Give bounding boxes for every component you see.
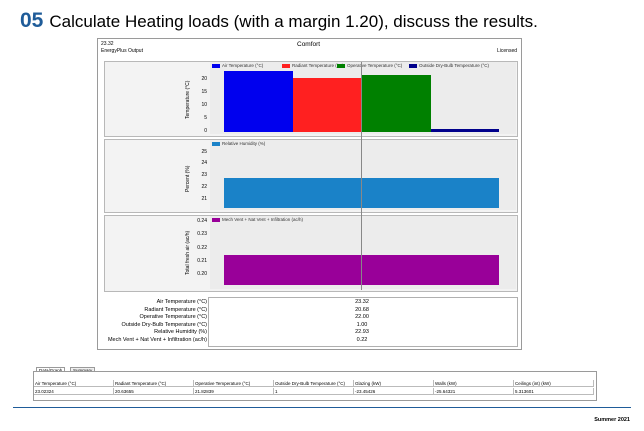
summary-label-ventilation: Mech Vent + Nat Vent + Infiltration (ac/… bbox=[107, 336, 207, 343]
summary-value-air: 23.32 bbox=[355, 299, 369, 305]
footer-text: Summer 2021 bbox=[594, 417, 630, 423]
temperature-axis-label: Temperature (°C) bbox=[185, 80, 191, 119]
hum-tick-22: 22 bbox=[201, 184, 207, 190]
hum-tick-21: 21 bbox=[201, 196, 207, 202]
summary-label-radiant: Radiant Temperature (°C) bbox=[144, 306, 207, 313]
table-header-radiant[interactable]: Radiant Temperature (°C) bbox=[114, 380, 194, 387]
bar-radiant-temperature bbox=[293, 78, 362, 132]
bar-outside-temperature bbox=[431, 129, 499, 132]
hum-tick-23: 23 bbox=[201, 172, 207, 178]
hum-tick-24: 24 bbox=[201, 160, 207, 166]
slide-title: 05 Calculate Heating loads (with a margin… bbox=[20, 9, 538, 33]
legend-radiant-swatch bbox=[282, 63, 290, 68]
table-header-glazing[interactable]: Glazing (kW) bbox=[354, 380, 434, 387]
source-label: EnergyPlus Output bbox=[101, 48, 143, 54]
table-header-ceilings[interactable]: Ceilings (int) (kW) bbox=[514, 380, 594, 387]
legend-humidity: Relative Humidity (%) bbox=[212, 141, 265, 146]
summary-label-humidity: Relative Humidity (%) bbox=[154, 329, 207, 335]
table-header-walls[interactable]: Walls (kW) bbox=[434, 380, 514, 387]
vent-tick-020: 0.20 bbox=[197, 271, 207, 277]
table-cell-glazing: -23.45426 bbox=[354, 388, 434, 395]
vent-tick-024: 0.24 bbox=[197, 218, 207, 224]
license-status: Licensed bbox=[497, 48, 518, 54]
summary-value-operative: 22.00 bbox=[355, 314, 369, 320]
table-cell-outside: 1 bbox=[274, 388, 354, 395]
bar-air-temperature bbox=[224, 71, 293, 132]
hum-tick-25: 25 bbox=[201, 149, 207, 155]
legend-air-swatch bbox=[212, 63, 220, 68]
humidity-axis-label: Percent (%) bbox=[185, 165, 191, 192]
temp-tick-20: 20 bbox=[201, 76, 207, 82]
footer-divider bbox=[13, 407, 631, 408]
legend-ventilation-label: Mech Vent + Nat Vent + Infiltration (ac/… bbox=[222, 217, 304, 222]
summary-label-air: Air Temperature (°C) bbox=[156, 299, 207, 305]
legend-air: Air Temperature (°C) bbox=[212, 63, 263, 68]
legend-humidity-swatch bbox=[212, 141, 220, 146]
temp-tick-0: 0 bbox=[204, 128, 207, 134]
legend-outside-label: Outside Dry-Bulb Temperature (°C) bbox=[419, 63, 489, 68]
legend-operative: Operative Temperature (°C) bbox=[337, 63, 402, 68]
bar-operative-temperature bbox=[362, 74, 431, 132]
table-cell-radiant: 20.63655 bbox=[114, 388, 194, 395]
summary-label-outside: Outside Dry-Bulb Temperature (°C) bbox=[121, 321, 207, 328]
legend-operative-label: Operative Temperature (°C) bbox=[347, 63, 403, 68]
legend-radiant: Radiant Temperature (°C) bbox=[282, 63, 343, 68]
table-header-air[interactable]: Air Temperature (°C) bbox=[34, 380, 114, 387]
table-header-outside[interactable]: Outside Dry-Bulb Temperature (°C) bbox=[274, 380, 354, 387]
temp-tick-10: 10 bbox=[201, 102, 207, 108]
legend-radiant-label: Radiant Temperature (°C) bbox=[292, 63, 344, 68]
legend-humidity-label: Relative Humidity (%) bbox=[222, 141, 266, 146]
temp-tick-5: 5 bbox=[204, 115, 207, 121]
slide-heading: Calculate Heating loads (with a margin 1… bbox=[49, 12, 538, 31]
table-cell-air: 23.02324 bbox=[34, 388, 114, 395]
summary-value-outside: 1.00 bbox=[356, 321, 368, 328]
table-cell-ceilings: 5.313601 bbox=[514, 388, 594, 395]
ventilation-axis-label: Total fresh air (ac/h) bbox=[185, 230, 191, 275]
summary-value-ventilation: 0.22 bbox=[356, 336, 368, 343]
summary-value-radiant: 20.68 bbox=[355, 306, 369, 313]
vent-tick-021: 0.21 bbox=[197, 258, 207, 264]
legend-ventilation: Mech Vent + Nat Vent + Infiltration (ac/… bbox=[212, 217, 303, 222]
summary-value-humidity: 22.93 bbox=[355, 329, 369, 335]
table-header-operative[interactable]: Operative Temperature (°C) bbox=[194, 380, 274, 387]
table-cell-operative: 21.82839 bbox=[194, 388, 274, 395]
temp-tick-15: 15 bbox=[201, 89, 207, 95]
legend-outside: Outside Dry-Bulb Temperature (°C) bbox=[409, 63, 489, 68]
window-value: 23.32 bbox=[101, 41, 114, 47]
summary-values-box bbox=[208, 297, 518, 347]
legend-operative-swatch bbox=[337, 63, 345, 68]
vent-tick-022: 0.22 bbox=[197, 245, 207, 251]
legend-outside-swatch bbox=[409, 63, 417, 68]
cursor-line bbox=[361, 62, 362, 290]
table-cell-walls: -25.64321 bbox=[434, 388, 514, 395]
slide-number: 05 bbox=[20, 9, 44, 32]
legend-air-label: Air Temperature (°C) bbox=[222, 63, 264, 68]
window-title: Comfort bbox=[297, 41, 321, 48]
summary-label-operative: Operative Temperature (°C) bbox=[139, 314, 207, 320]
vent-tick-023: 0.23 bbox=[197, 231, 207, 237]
legend-ventilation-swatch bbox=[212, 217, 220, 222]
